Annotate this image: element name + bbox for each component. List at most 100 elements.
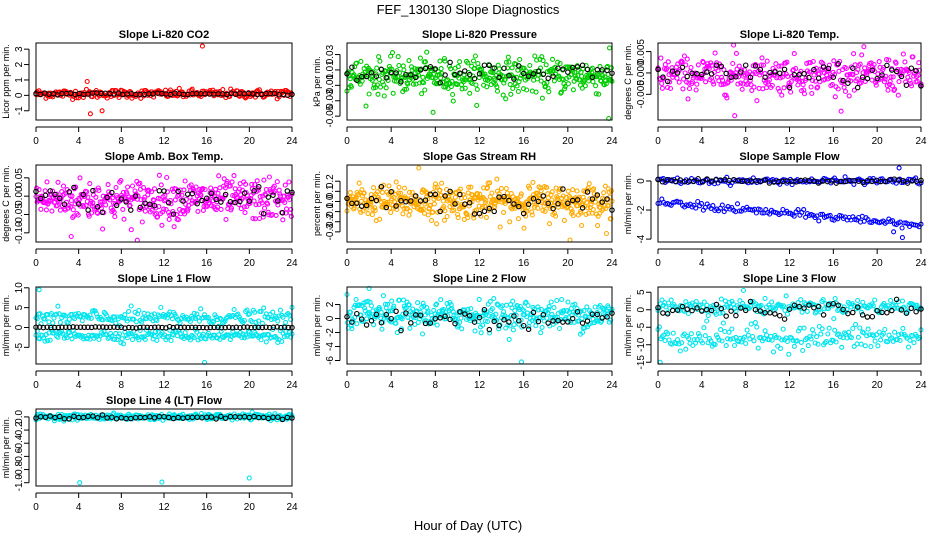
point <box>852 303 858 309</box>
point <box>388 209 394 216</box>
point <box>802 300 808 306</box>
point <box>715 68 721 74</box>
y-tick-label: -0.4 <box>14 434 25 452</box>
x-tick-label: 24 <box>915 258 927 269</box>
point <box>908 305 915 312</box>
point <box>141 334 147 340</box>
point <box>431 317 437 323</box>
point <box>417 312 424 318</box>
panel-6-ylabel: ml/min per min. <box>623 173 633 235</box>
panel-1-frame <box>35 42 293 121</box>
point <box>728 308 734 314</box>
point <box>467 90 473 96</box>
point <box>191 310 197 316</box>
y-tick-label: 0 <box>14 324 25 330</box>
point <box>806 74 812 81</box>
point <box>776 63 782 69</box>
point <box>113 202 120 209</box>
point <box>720 81 726 87</box>
point <box>809 90 815 97</box>
point <box>759 55 765 61</box>
y-tick-label: -6 <box>325 356 336 365</box>
x-tick-label: 16 <box>201 502 213 513</box>
point <box>275 414 281 420</box>
point <box>518 191 524 197</box>
point <box>281 324 288 331</box>
point <box>361 305 368 311</box>
point <box>100 226 106 232</box>
point <box>223 216 229 223</box>
point <box>354 77 360 83</box>
point <box>574 308 581 315</box>
point <box>363 103 369 109</box>
point <box>665 331 671 337</box>
point <box>94 415 101 421</box>
panel-5-y-axis: -0.3-0.2-0.10.00.10.2 <box>325 174 341 240</box>
panel-7-frame <box>35 286 293 365</box>
point <box>494 88 501 94</box>
point <box>748 321 754 327</box>
point <box>689 307 695 314</box>
point <box>218 328 224 334</box>
point <box>425 308 431 314</box>
x-tick-label: 4 <box>699 258 705 269</box>
point <box>546 89 552 95</box>
point <box>466 200 473 206</box>
point <box>258 308 264 315</box>
point <box>439 180 445 186</box>
point <box>437 208 443 215</box>
point <box>667 85 674 92</box>
point <box>516 318 522 324</box>
point <box>137 204 144 211</box>
point <box>812 340 818 346</box>
point <box>713 62 720 69</box>
x-tick-label: 16 <box>518 136 530 147</box>
point <box>767 310 773 316</box>
point <box>590 79 596 85</box>
point <box>266 324 273 331</box>
point <box>231 173 237 179</box>
point <box>781 66 788 73</box>
point <box>540 58 546 64</box>
point <box>710 79 716 85</box>
point <box>403 86 410 92</box>
point <box>743 340 749 347</box>
point <box>372 205 378 211</box>
point <box>227 183 233 189</box>
point <box>447 59 453 66</box>
point <box>780 71 786 77</box>
point <box>781 316 788 322</box>
point <box>441 55 447 62</box>
point <box>156 172 162 178</box>
point <box>476 314 483 321</box>
y-tick-label: 0.0 <box>14 410 25 424</box>
point <box>712 50 718 56</box>
x-tick-label: 4 <box>388 136 394 147</box>
point <box>858 341 864 347</box>
panel-4-y-axis: -0.10-0.050.000.05 <box>14 168 30 244</box>
point <box>216 332 222 338</box>
point <box>823 72 830 78</box>
point <box>760 62 767 68</box>
point <box>491 65 497 71</box>
point <box>545 200 551 207</box>
point <box>527 62 533 69</box>
point <box>129 324 136 331</box>
point <box>762 295 768 301</box>
point <box>489 190 495 196</box>
point <box>767 304 773 311</box>
point-outlier <box>36 287 42 293</box>
point <box>137 324 143 331</box>
point <box>800 82 806 88</box>
point <box>203 325 210 331</box>
point <box>555 317 561 324</box>
point <box>536 307 542 313</box>
point <box>93 194 99 200</box>
point <box>263 339 269 345</box>
point <box>455 215 461 221</box>
point <box>679 303 686 310</box>
point <box>903 79 909 85</box>
point <box>481 306 488 313</box>
point <box>660 310 666 316</box>
